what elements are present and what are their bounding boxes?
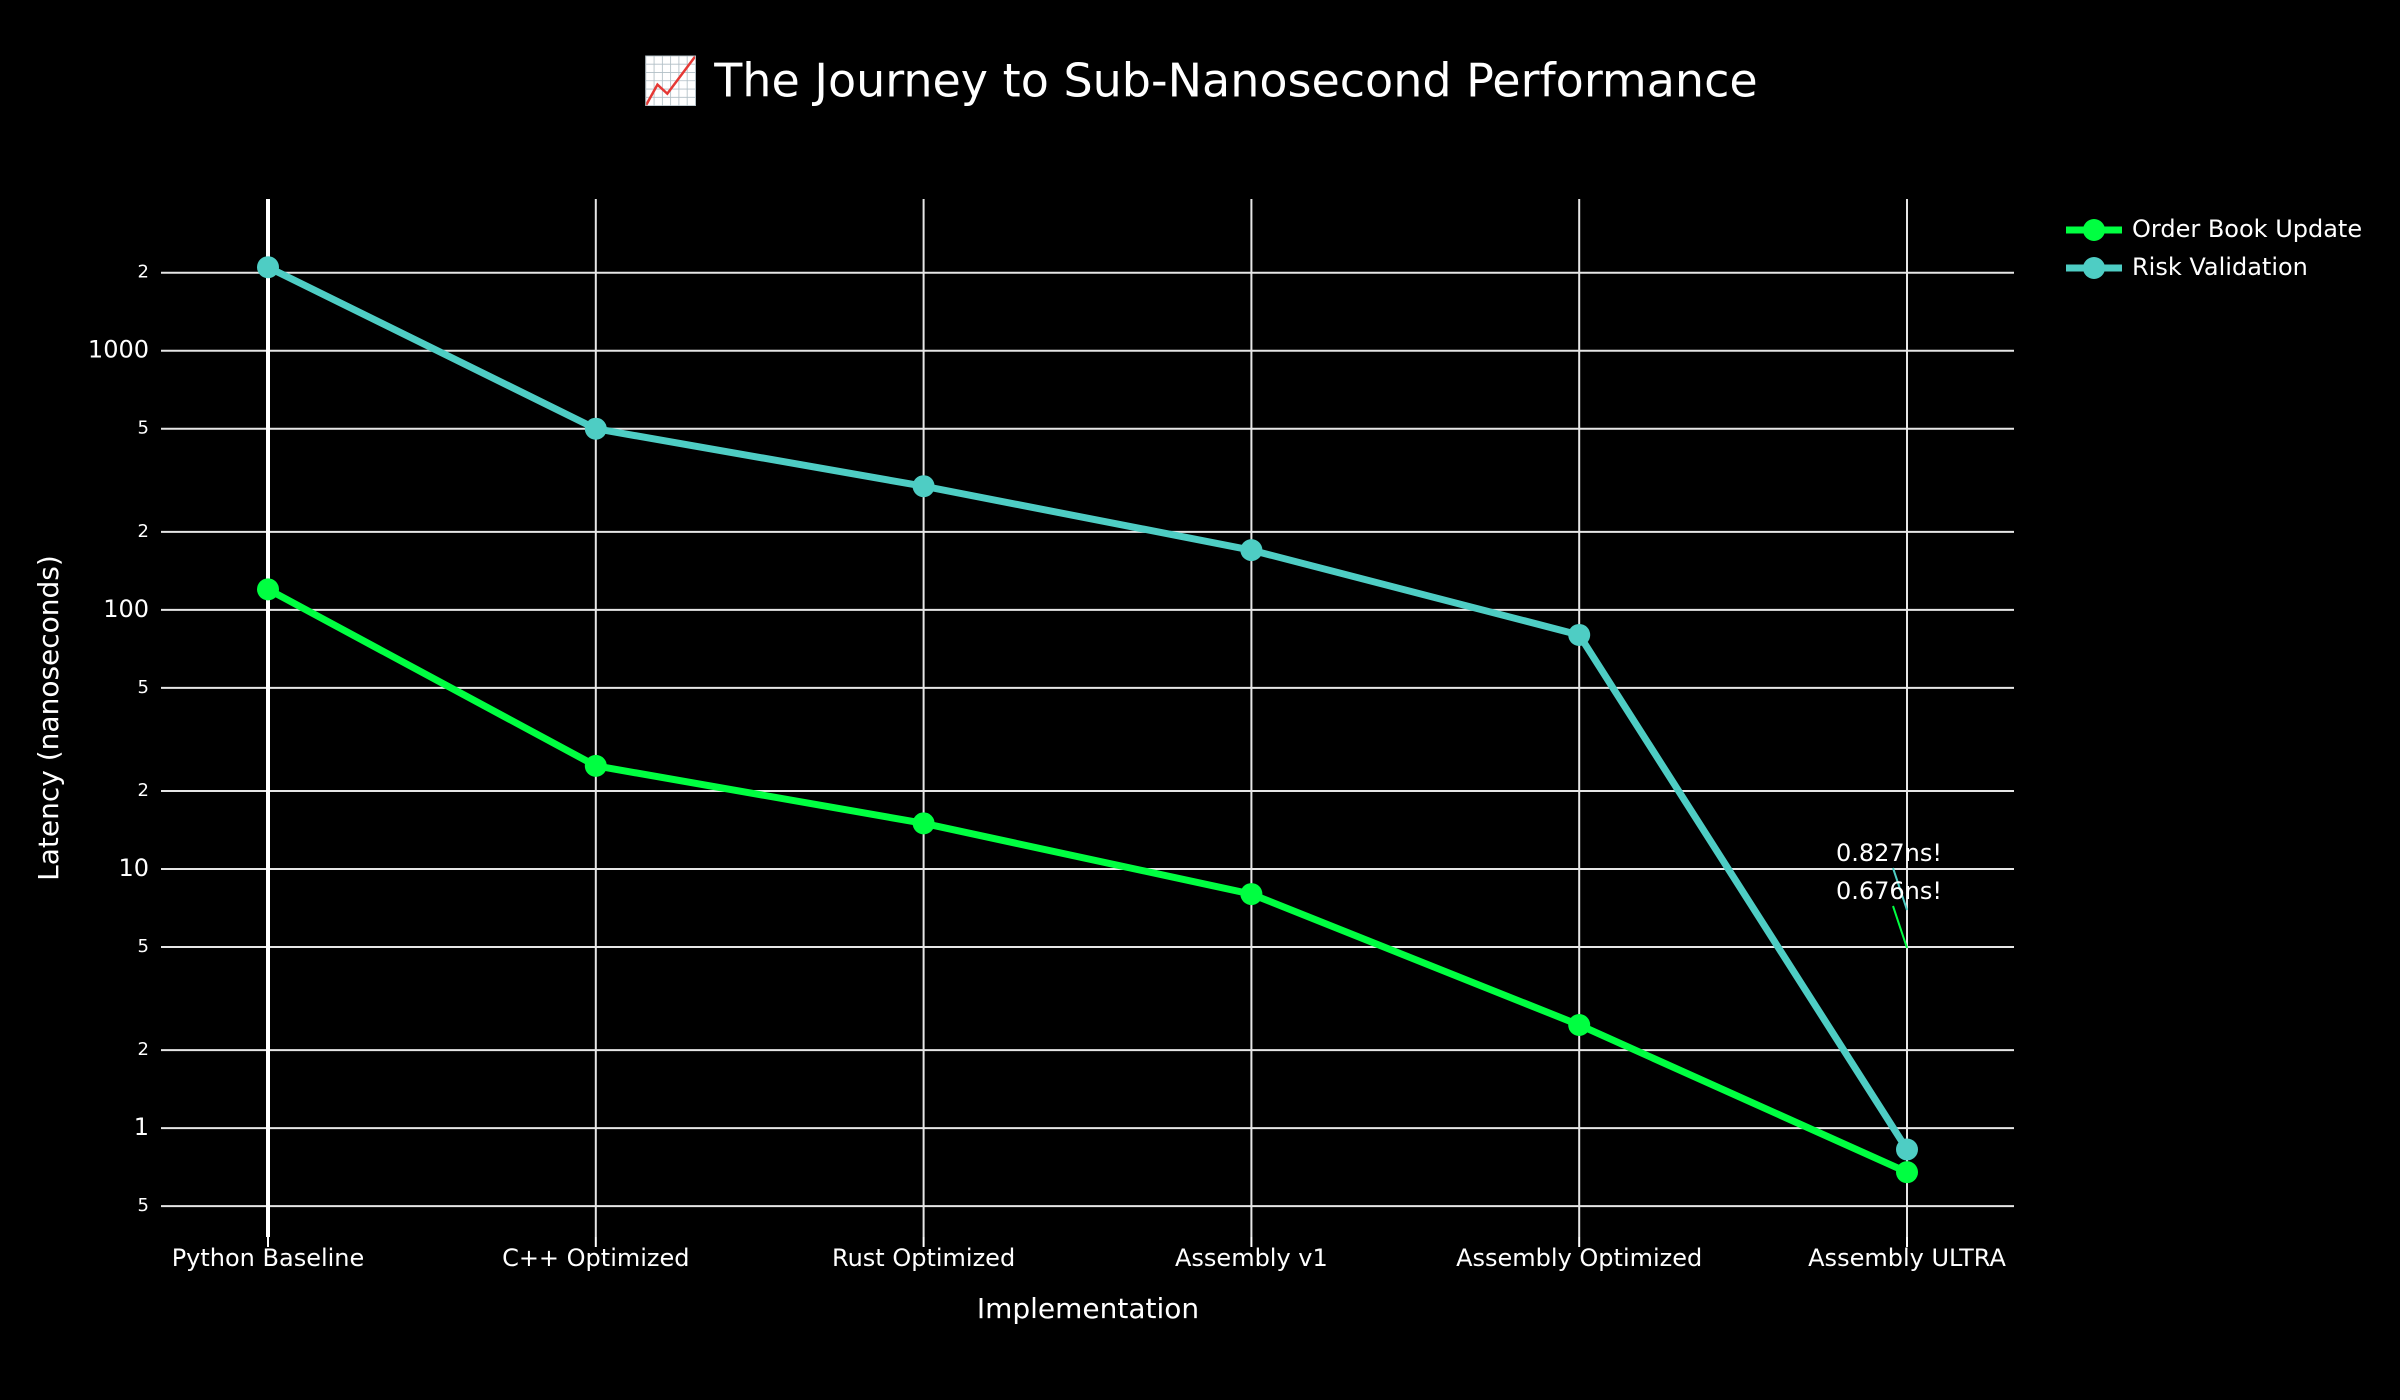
x-tick-label: Assembly Optimized xyxy=(1456,1244,1702,1272)
legend-marker xyxy=(2083,257,2105,279)
y-tick-label: 2 xyxy=(138,1039,149,1060)
marker xyxy=(257,256,279,279)
annotation: 0.827ns! xyxy=(1836,839,1942,867)
legend-label: Order Book Update xyxy=(2132,215,2362,243)
x-tick-label: Python Baseline xyxy=(172,1244,365,1272)
marker xyxy=(1568,1013,1591,1036)
chart-title: 📈 The Journey to Sub-Nanosecond Performa… xyxy=(642,54,1757,108)
y-tick-label: 2 xyxy=(138,262,149,283)
y-tick-label: 5 xyxy=(138,418,149,439)
marker xyxy=(1896,1161,1918,1184)
marker xyxy=(1568,623,1591,646)
annotation-arrow xyxy=(1892,867,1908,911)
marker xyxy=(1240,883,1263,906)
x-tick-label: Rust Optimized xyxy=(832,1244,1015,1272)
x-tick-label: C++ Optimized xyxy=(502,1244,689,1272)
y-tick-label: 10 xyxy=(118,854,149,882)
legend-label: Risk Validation xyxy=(2132,253,2308,281)
y-tick-label: 2 xyxy=(138,521,149,542)
marker xyxy=(1240,539,1263,562)
marker xyxy=(584,417,607,440)
x-axis-title: Implementation xyxy=(977,1292,1199,1325)
y-tick-label: 100 xyxy=(103,595,149,623)
marker xyxy=(257,578,279,601)
marker xyxy=(912,812,935,835)
marker xyxy=(912,475,935,498)
series-line xyxy=(266,264,1910,1152)
annotation: 0.676ns! xyxy=(1836,877,1942,905)
marker xyxy=(584,754,607,777)
y-tick-label: 5 xyxy=(138,677,149,698)
x-tick-label: Assembly v1 xyxy=(1175,1244,1328,1272)
y-tick-label: 2 xyxy=(138,780,149,801)
y-tick-label: 1 xyxy=(134,1113,149,1141)
y-tick-label: 5 xyxy=(138,936,149,957)
series-line xyxy=(266,586,1909,1176)
y-tick-label: 1000 xyxy=(88,336,149,364)
marker xyxy=(1896,1138,1918,1161)
y-axis-title: Latency (nanoseconds) xyxy=(32,555,65,881)
legend-marker xyxy=(2083,219,2105,241)
y-tick-label: 5 xyxy=(138,1195,149,1216)
annotation-arrow xyxy=(1892,905,1908,949)
x-tick-label: Assembly ULTRA xyxy=(1808,1244,2006,1272)
